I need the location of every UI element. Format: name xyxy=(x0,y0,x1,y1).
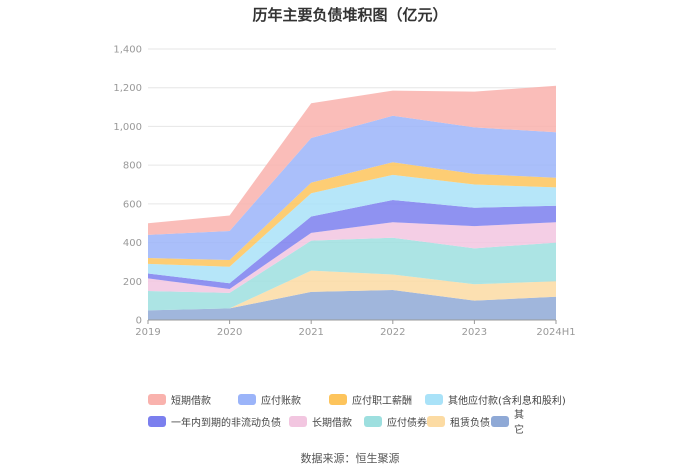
legend-item[interactable]: 其他应付款(含利息和股利) xyxy=(425,392,575,407)
legend-label: 长期借款 xyxy=(312,417,352,429)
legend-row: 一年内到期的非流动负债 长期借款 应付债券 租赁负债 其它 xyxy=(148,410,588,436)
legend-label: 一年内到期的非流动负债 xyxy=(171,417,281,429)
axes: 0 200 400 600 800 1,000 1,200 1,400 2019 2020 2021… xyxy=(113,45,575,339)
area-一年内到期的非流动负债[interactable] xyxy=(148,199,556,290)
legend-item[interactable]: 租赁负债 xyxy=(427,414,491,429)
legend-item[interactable]: 应付账款 xyxy=(238,392,329,407)
y-tick-label: 1,400 xyxy=(113,45,142,56)
x-tick-label: 2024H1 xyxy=(536,327,575,338)
source-note: 数据来源：恒生聚源 xyxy=(300,452,400,465)
area-长期借款[interactable] xyxy=(148,222,556,293)
legend-item[interactable]: 应付债券 xyxy=(364,414,427,429)
legend-label: 租赁负债 xyxy=(450,417,490,429)
legend-label: 应付账款 xyxy=(261,395,301,407)
chart-title: 历年主要负债堆积图（亿元） xyxy=(252,6,448,24)
legend-swatch xyxy=(329,393,347,405)
legend: 短期借款 应付账款 应付职工薪酬 其他应付款(含利息和股利) 一年内到期的非流动负债 长期… xyxy=(148,388,588,436)
legend-row: 短期借款 应付账款 应付职工薪酬 其他应付款(含利息和股利) xyxy=(148,388,588,410)
area-其它[interactable] xyxy=(148,289,556,320)
legend-swatch xyxy=(491,415,509,427)
legend-swatch xyxy=(148,393,166,405)
legend-label: 其它 xyxy=(514,410,524,436)
area-应付职工薪酬[interactable] xyxy=(148,162,556,267)
legend-item[interactable]: 应付职工薪酬 xyxy=(329,392,425,407)
y-tick-label: 400 xyxy=(123,238,142,249)
x-tick-label: 2021 xyxy=(298,327,323,338)
legend-label: 应付债券 xyxy=(387,417,427,429)
legend-swatch xyxy=(425,393,443,405)
area-应付账款[interactable] xyxy=(148,115,556,260)
y-tick-label: 200 xyxy=(123,277,142,288)
x-tick-label: 2022 xyxy=(380,327,405,338)
legend-item[interactable]: 其它 xyxy=(491,406,531,436)
area-短期借款[interactable] xyxy=(148,85,556,235)
chart-plot: 0 200 400 600 800 1,000 1,200 1,400 2019 2020 2021… xyxy=(113,45,575,339)
legend-swatch xyxy=(427,415,445,427)
legend-item[interactable]: 短期借款 xyxy=(148,392,238,407)
legend-swatch xyxy=(364,415,382,427)
legend-label: 应付职工薪酬 xyxy=(352,395,412,407)
legend-item[interactable]: 长期借款 xyxy=(289,414,364,429)
x-tick-label: 2019 xyxy=(135,327,160,338)
y-tick-label: 1,200 xyxy=(113,83,142,94)
x-tick-label: 2023 xyxy=(462,327,487,338)
y-tick-label: 600 xyxy=(123,199,142,210)
area-租赁负债[interactable] xyxy=(148,270,556,311)
y-tick-label: 0 xyxy=(136,316,142,327)
y-tick-label: 1,000 xyxy=(113,122,142,133)
legend-label: 其他应付款(含利息和股利) xyxy=(448,395,566,407)
legend-item[interactable]: 一年内到期的非流动负债 xyxy=(148,414,289,429)
stacked-areas xyxy=(148,85,556,320)
legend-swatch xyxy=(148,415,166,427)
area-其他应付款(含利息和股利)[interactable] xyxy=(148,174,556,284)
legend-swatch xyxy=(289,415,307,427)
legend-label: 短期借款 xyxy=(171,395,211,407)
y-tick-label: 800 xyxy=(123,161,142,172)
legend-swatch xyxy=(238,393,256,405)
x-tick-label: 2020 xyxy=(217,327,242,338)
area-应付债券[interactable] xyxy=(148,237,556,311)
